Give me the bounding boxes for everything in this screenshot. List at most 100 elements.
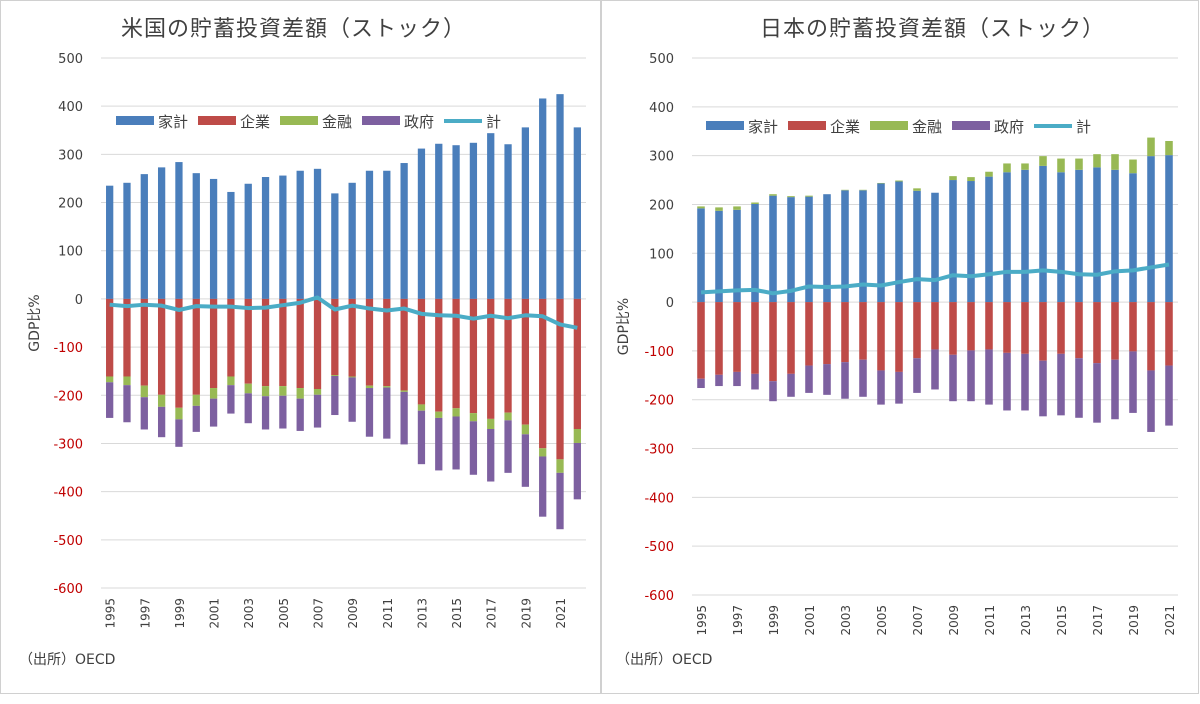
bar-segment-企業	[967, 302, 975, 351]
bar-segment-政府	[140, 397, 148, 430]
bar-segment-金融	[1039, 156, 1047, 166]
bar-segment-家計	[192, 173, 200, 299]
bar-segment-家計	[209, 178, 218, 299]
source-note: （出所）OECD	[19, 652, 116, 668]
x-tick-label: 1999	[173, 598, 187, 629]
y-tick-label: -200	[53, 389, 83, 404]
bar-segment-政府	[279, 395, 287, 429]
bar-segment-企業	[1165, 302, 1173, 366]
bar-segment-金融	[1093, 154, 1101, 168]
bar-segment-家計	[697, 208, 705, 303]
y-tick-label: 200	[58, 197, 83, 212]
bar-segment-企業	[1039, 302, 1047, 361]
bar-segment-金融	[1129, 159, 1137, 174]
bar-segment-政府	[751, 373, 759, 390]
bar-segment-政府	[331, 376, 339, 416]
bar-segment-家計	[452, 145, 460, 299]
bar-segment-政府	[1129, 351, 1137, 413]
x-tick-label: 2005	[875, 605, 889, 636]
x-tick-label: 2009	[947, 605, 961, 636]
y-tick-label: -300	[644, 443, 674, 458]
bar-segment-金融	[383, 386, 391, 388]
bar-segment-家計	[227, 191, 235, 299]
legend-swatch	[870, 121, 908, 130]
bar-segment-金融	[985, 171, 993, 177]
bar-segment-家計	[1093, 167, 1101, 303]
bar-segment-政府	[573, 442, 581, 500]
y-tick-label: -600	[644, 589, 674, 604]
bar-segment-政府	[1075, 358, 1083, 418]
bar-segment-家計	[715, 210, 723, 303]
bar-segment-金融	[787, 196, 795, 198]
y-tick-label: -100	[53, 341, 83, 356]
bar-segment-金融	[452, 408, 460, 417]
bar-segment-金融	[244, 383, 252, 394]
bar-segment-金融	[296, 388, 304, 399]
bar-segment-政府	[1003, 352, 1011, 411]
bar-segment-金融	[1111, 154, 1119, 170]
bar-segment-政府	[521, 434, 530, 487]
bar-segment-政府	[452, 416, 460, 470]
x-tick-label: 1999	[767, 605, 781, 636]
bar-segment-家計	[805, 196, 813, 303]
bar-segment-企業	[1129, 302, 1137, 352]
bar-segment-金融	[967, 177, 975, 182]
bar-segment-企業	[365, 298, 374, 386]
x-tick-label: 2003	[242, 598, 256, 629]
bar-segment-政府	[539, 456, 547, 517]
bar-segment-金融	[487, 418, 495, 429]
source-note: （出所）OECD	[616, 652, 713, 668]
bar-segment-企業	[279, 298, 287, 387]
bar-segment-金融	[895, 180, 903, 182]
bar-segment-家計	[365, 170, 374, 299]
bar-segment-企業	[383, 298, 391, 387]
bar-segment-企業	[331, 298, 339, 376]
bar-segment-企業	[261, 298, 270, 387]
bar-segment-企業	[556, 298, 564, 460]
legend-swatch	[362, 116, 400, 125]
bar-segment-家計	[417, 148, 426, 299]
bar-segment-家計	[1165, 155, 1173, 303]
bar-segment-政府	[1039, 360, 1047, 417]
legend-label: 企業	[830, 118, 860, 136]
x-tick-label: 2001	[803, 605, 817, 636]
bar-segment-政府	[769, 381, 777, 402]
bar-segment-企業	[435, 298, 443, 412]
bar-segment-家計	[1129, 173, 1137, 303]
bar-segment-企業	[985, 302, 993, 350]
bar-segment-家計	[313, 168, 322, 299]
bar-segment-家計	[331, 193, 339, 299]
bar-segment-政府	[697, 378, 705, 389]
bar-segment-家計	[296, 170, 304, 299]
bar-segment-企業	[227, 298, 235, 377]
bar-segment-政府	[296, 398, 304, 431]
x-tick-label: 2011	[381, 598, 395, 629]
bar-segment-政府	[106, 382, 114, 418]
bar-segment-家計	[435, 143, 443, 299]
legend-label: 政府	[994, 118, 1024, 136]
bar-segment-政府	[244, 393, 252, 424]
x-tick-label: 1995	[104, 598, 118, 629]
y-tick-label: -300	[53, 437, 83, 452]
legend-label: 家計	[158, 113, 188, 131]
bar-segment-企業	[192, 298, 200, 395]
bar-segment-企業	[106, 298, 114, 377]
bar-segment-家計	[1075, 169, 1083, 303]
bar-segment-金融	[949, 176, 957, 181]
bar-segment-家計	[841, 190, 849, 303]
bar-segment-家計	[1057, 172, 1065, 303]
bar-segment-家計	[1003, 172, 1011, 303]
bar-segment-金融	[1075, 158, 1083, 170]
x-tick-label: 2019	[1127, 605, 1141, 636]
x-tick-label: 2007	[312, 598, 326, 629]
bar-segment-金融	[331, 375, 339, 376]
bar-segment-家計	[769, 195, 777, 303]
bar-segment-金融	[365, 385, 374, 389]
bar-segment-家計	[1039, 165, 1047, 303]
bar-segment-金融	[504, 412, 512, 421]
bar-segment-企業	[504, 298, 512, 413]
bar-segment-政府	[209, 398, 218, 427]
bar-segment-企業	[487, 298, 495, 419]
bar-segment-企業	[539, 298, 547, 449]
y-tick-label: 100	[649, 247, 674, 262]
